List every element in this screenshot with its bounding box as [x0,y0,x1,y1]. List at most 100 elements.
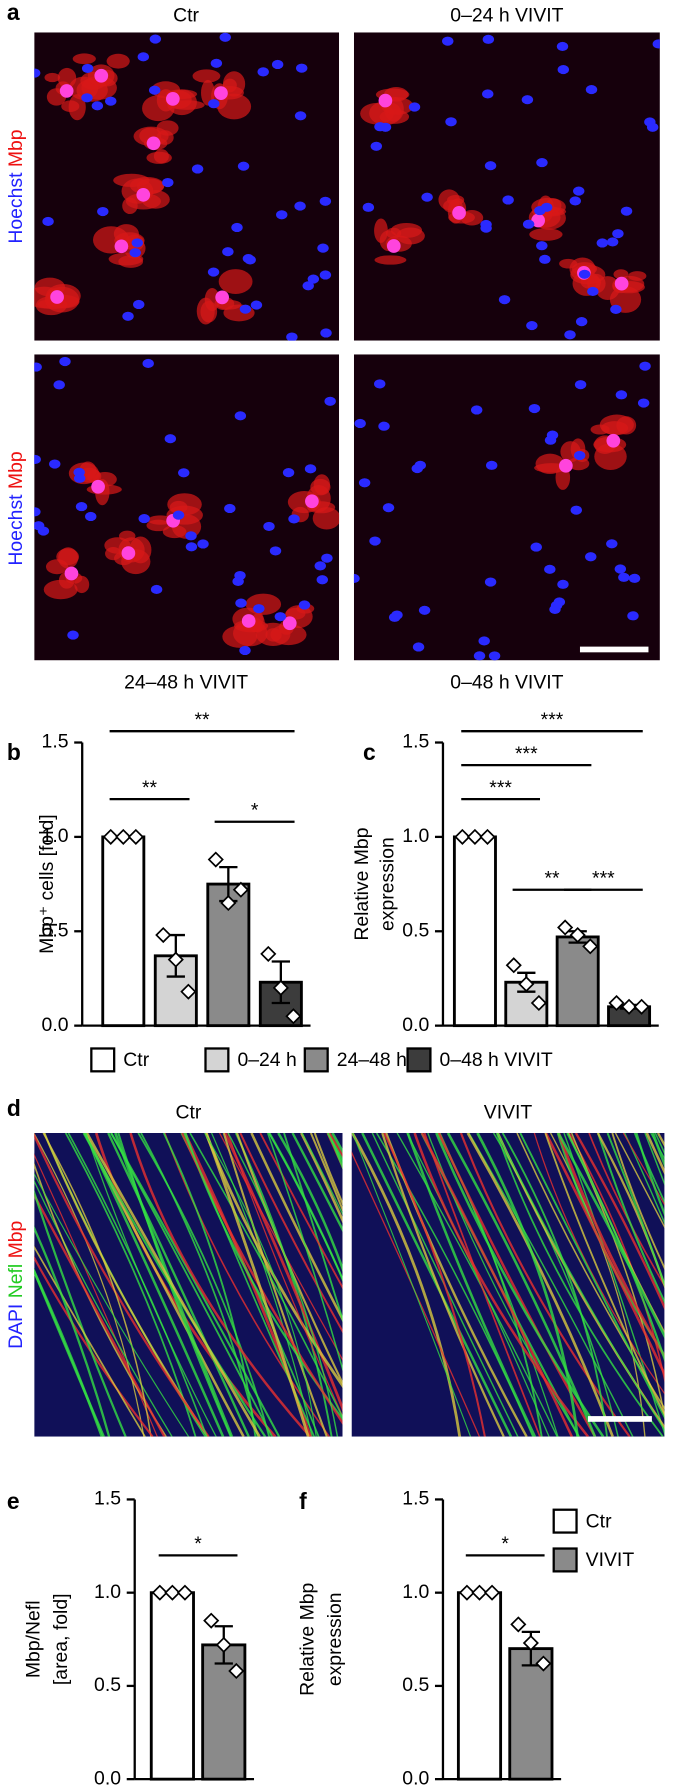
nucleus [412,642,425,652]
nucleus [215,290,229,305]
fiber [110,1132,273,1437]
fiber [34,1245,146,1437]
channel-word: Mbp [5,1221,27,1259]
image-title: VIVIT [484,1102,533,1124]
cell-process [529,228,563,241]
y-axis-label: expression [324,1592,346,1686]
nucleus [305,494,319,509]
data-point [471,1584,488,1601]
fiber [516,1132,665,1410]
fiber [680,1133,685,1437]
nucleus [210,58,223,68]
cell-process [245,593,282,615]
nucleus [378,93,393,108]
significance-label: * [251,800,259,822]
significance-label: ** [195,709,211,731]
fiber [268,1132,343,1281]
nucleus [191,164,204,174]
nucleus [470,405,483,415]
significance-label: ** [142,777,158,799]
nucleus [646,122,659,132]
scale-bar [587,1416,652,1422]
y-axis-label: Mbp/Nefl [22,1600,44,1678]
nucleus [536,241,548,251]
image-title: Ctr [173,5,199,27]
nucleus [219,32,231,42]
fiber [34,1255,154,1437]
nucleus [452,206,466,220]
y-tick-label: 0.0 [402,1014,429,1036]
cell-process [146,519,171,532]
fiber [227,1132,343,1418]
nucleus [241,614,256,628]
nucleus [585,85,598,95]
nucleus [442,36,454,46]
fiber [42,1132,152,1437]
fiber [406,1132,537,1437]
fiber [557,1132,665,1360]
channel-word: Hoechst [5,494,27,566]
fiber [313,1132,343,1206]
legend-label: Ctr [123,1049,149,1071]
fiber [227,1132,339,1437]
y-tick-label: 0.5 [402,1674,429,1696]
nucleus [319,196,332,206]
y-tick-label: 1.0 [94,1581,121,1603]
significance-label: *** [489,777,512,799]
data-point [167,951,184,968]
y-tick-label: 0.0 [402,1767,429,1789]
data-point [530,994,547,1012]
bar-chart: f Relative Mbp expression 0.0 0.5 1.0 1.5 * Ctr V… [296,1488,634,1790]
nucleus [94,68,109,83]
data-point [483,1584,501,1601]
nucleus [421,192,433,202]
nucleus [133,299,145,310]
nucleus [172,510,185,520]
legend-label: 0–24 h [237,1049,296,1071]
nucleus [42,216,54,227]
fiber [34,1179,173,1437]
data-point [620,998,638,1015]
micrograph [351,1132,685,1437]
fiber [680,1133,685,1437]
data-point [180,983,197,1000]
legend-swatch [90,1047,116,1073]
panel-label: d [7,1095,21,1121]
fiber [34,1132,210,1437]
fiber [383,1132,486,1437]
fiber [614,1132,665,1229]
y-tick-label: 1.5 [402,1488,429,1510]
bar [201,1643,247,1781]
significance-label: *** [515,743,538,765]
fiber [420,1132,573,1437]
nucleus [606,539,618,549]
y-tick-label: 0.0 [94,1767,121,1789]
nucleus [231,222,243,233]
fiber [34,1268,104,1437]
fiber [544,1132,665,1417]
nucleus [64,566,79,581]
cell-process [374,255,407,265]
data-point [207,851,224,868]
cell-process [57,67,77,89]
nucleus [148,85,161,95]
data-point [582,938,599,955]
data-point [151,1584,168,1601]
fiber [446,1132,597,1437]
fiber [644,1132,665,1186]
data-point [203,1612,220,1629]
channel-word: Hoechst [5,172,27,244]
nucleus [214,86,228,100]
nucleus [320,328,332,338]
y-tick-label: 1.5 [94,1488,121,1510]
nucleus [485,460,498,470]
nucleus [569,196,581,206]
fiber [85,1132,217,1437]
cell-process [118,255,144,268]
nucleus [59,356,71,367]
channel-word: Mbp [5,129,27,167]
nucleus [362,202,375,212]
fiber [34,1225,111,1437]
cell-process [113,173,150,187]
